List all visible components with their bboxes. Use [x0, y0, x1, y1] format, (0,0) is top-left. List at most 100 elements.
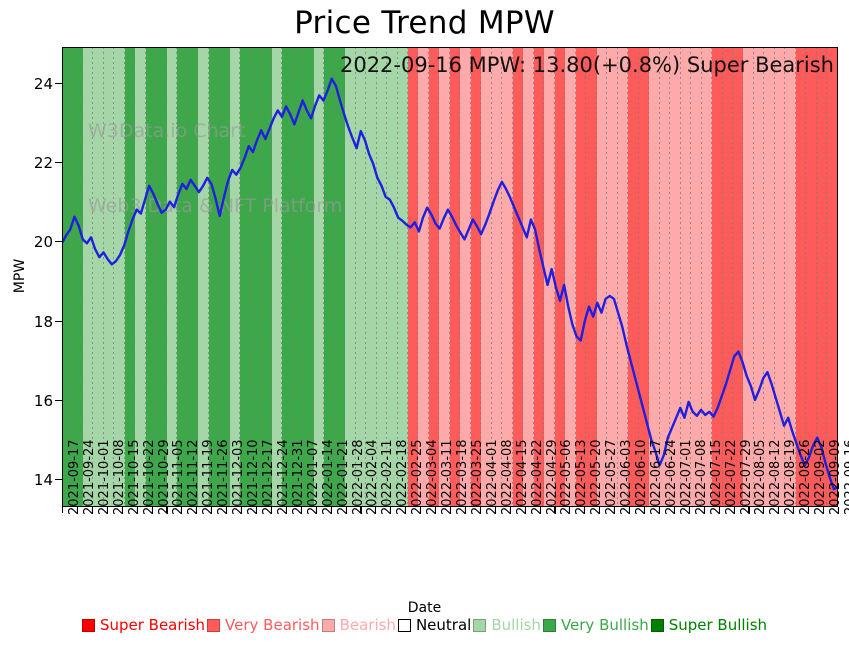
x-axis: 2021-09-17 2021-09-24 2021-10-01 2021-10-08…: [62, 439, 849, 607]
price-line: [62, 79, 838, 489]
legend-swatch-icon: [81, 619, 95, 632]
x-tick-label: 2022-04-01: [484, 439, 500, 515]
x-tick-mark: [599, 507, 601, 513]
x-tick-label: 2022-02-11: [380, 439, 396, 515]
sentiment-band-container: [62, 47, 838, 507]
sentiment-band: [827, 47, 838, 507]
x-tick-label: 2021-11-05: [171, 439, 187, 515]
sentiment-band: [670, 47, 682, 507]
x-tick-mark: [121, 507, 123, 513]
legend-swatch-icon: [650, 619, 664, 632]
x-tick-mark: [196, 507, 198, 513]
y-tick-label: 22: [33, 154, 53, 172]
legend-swatch-icon: [473, 619, 487, 632]
x-tick-label: 2021-10-08: [111, 439, 127, 515]
sentiment-band: [124, 47, 136, 507]
x-tick-label: 2021-11-26: [216, 439, 232, 515]
x-tick-label: 2022-04-22: [529, 439, 545, 515]
x-tick-mark: [256, 507, 258, 513]
sentiment-band: [135, 47, 147, 507]
legend-item-bearish[interactable]: Bearish: [321, 618, 396, 633]
y-tick-label: 24: [33, 74, 53, 93]
x-tick-mark: [330, 507, 332, 513]
y-tick-label: 16: [33, 391, 53, 410]
legend-item-super-bearish[interactable]: Super Bearish: [81, 618, 205, 633]
x-tick-label: 2022-01-14: [320, 439, 336, 515]
x-tick-mark: [405, 507, 407, 513]
legend: Super Bearish Very Bearish Bearish Neutral B…: [0, 618, 849, 633]
sentiment-band: [282, 47, 294, 507]
x-tick-label: 2021-12-31: [290, 439, 306, 515]
page-title: Price Trend MPW: [294, 5, 555, 41]
sentiment-band: [62, 47, 73, 507]
x-tick-mark: [435, 507, 437, 513]
x-tick-mark: [763, 507, 765, 513]
sentiment-band: [93, 47, 105, 507]
y-tick-mark: [55, 320, 62, 322]
x-tick-mark: [479, 507, 481, 513]
x-tick-label: 2022-02-18: [395, 439, 411, 515]
sentiment-band: [313, 47, 325, 507]
x-tick-mark: [285, 507, 287, 513]
sentiment-band: [303, 47, 315, 507]
x-tick-mark: [524, 507, 526, 513]
sentiment-band: [512, 47, 524, 507]
x-tick-mark: [315, 507, 317, 513]
sentiment-band: [82, 47, 94, 507]
sentiment-band: [187, 47, 199, 507]
legend-label: Very Bullish: [560, 616, 649, 634]
x-tick-label: 2022-02-25: [410, 439, 426, 515]
sentiment-band: [271, 47, 283, 507]
legend-swatch-icon: [207, 619, 221, 632]
sentiment-band: [753, 47, 765, 507]
x-tick-mark: [106, 507, 108, 513]
sentiment-band: [712, 47, 724, 507]
sentiment-band: [439, 47, 451, 507]
x-tick-mark: [166, 507, 168, 513]
x-tick-mark: [748, 507, 750, 513]
sentiment-band: [470, 47, 482, 507]
y-tick-label: 14: [33, 471, 53, 490]
x-axis-title: Date: [407, 600, 442, 616]
legend-label: Neutral: [415, 616, 472, 634]
sentiment-band: [575, 47, 587, 507]
x-tick-mark: [136, 507, 138, 513]
x-tick-label: 2022-05-20: [589, 439, 605, 515]
x-tick-label: 2022-01-21: [335, 439, 351, 515]
sentiment-band: [376, 47, 388, 507]
sentiment-band: [502, 47, 514, 507]
price-annotation: 2022-09-16 MPW: 13.80(+0.8%) Super Beari…: [339, 53, 834, 77]
legend-item-very-bullish[interactable]: Very Bullish: [542, 616, 649, 634]
x-tick-label: 2021-10-01: [96, 439, 112, 515]
x-tick-label: 2021-10-22: [141, 439, 157, 515]
sentiment-band: [701, 47, 713, 507]
y-tick-mark: [55, 479, 62, 481]
x-tick-mark: [569, 507, 571, 513]
x-tick-label: 2021-12-24: [275, 439, 291, 515]
x-tick-mark: [539, 507, 541, 513]
x-tick-label: 2022-04-15: [514, 439, 530, 515]
price-line-series: [62, 47, 838, 507]
x-tick-label: 2022-06-24: [663, 439, 679, 515]
x-tick-mark: [614, 507, 616, 513]
x-tick-mark: [778, 507, 780, 513]
x-tick-mark: [91, 507, 93, 513]
x-tick-mark: [673, 507, 675, 513]
sentiment-band: [533, 47, 545, 507]
legend-item-bullish[interactable]: Bullish: [473, 618, 541, 633]
legend-item-super-bullish[interactable]: Super Bullish: [650, 618, 767, 633]
x-tick-label: 2022-06-17: [649, 439, 664, 515]
sentiment-band: [816, 47, 828, 507]
x-tick-label: 2021-12-10: [246, 439, 262, 515]
x-tick-label: 2022-08-12: [768, 439, 784, 515]
x-tick-label: 2021-11-19: [201, 439, 217, 515]
legend-item-neutral[interactable]: Neutral: [397, 616, 472, 634]
x-tick-mark: [270, 507, 273, 513]
sentiment-band: [806, 47, 818, 507]
sentiment-band: [418, 47, 430, 507]
x-tick-mark: [808, 507, 810, 513]
x-tick-label: 2021-09-24: [81, 439, 97, 515]
legend-item-very-bearish[interactable]: Very Bearish: [207, 618, 320, 633]
x-tick-mark: [838, 507, 840, 513]
x-tick-label: 2022-08-26: [798, 439, 814, 515]
